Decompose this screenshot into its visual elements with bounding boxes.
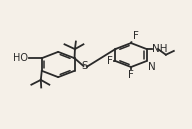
Text: S: S [82, 61, 88, 71]
Text: F: F [128, 70, 134, 80]
Text: F: F [107, 56, 113, 66]
Text: N: N [148, 62, 156, 72]
Text: NH: NH [152, 44, 168, 54]
Text: HO: HO [13, 53, 28, 63]
Text: F: F [133, 31, 139, 41]
